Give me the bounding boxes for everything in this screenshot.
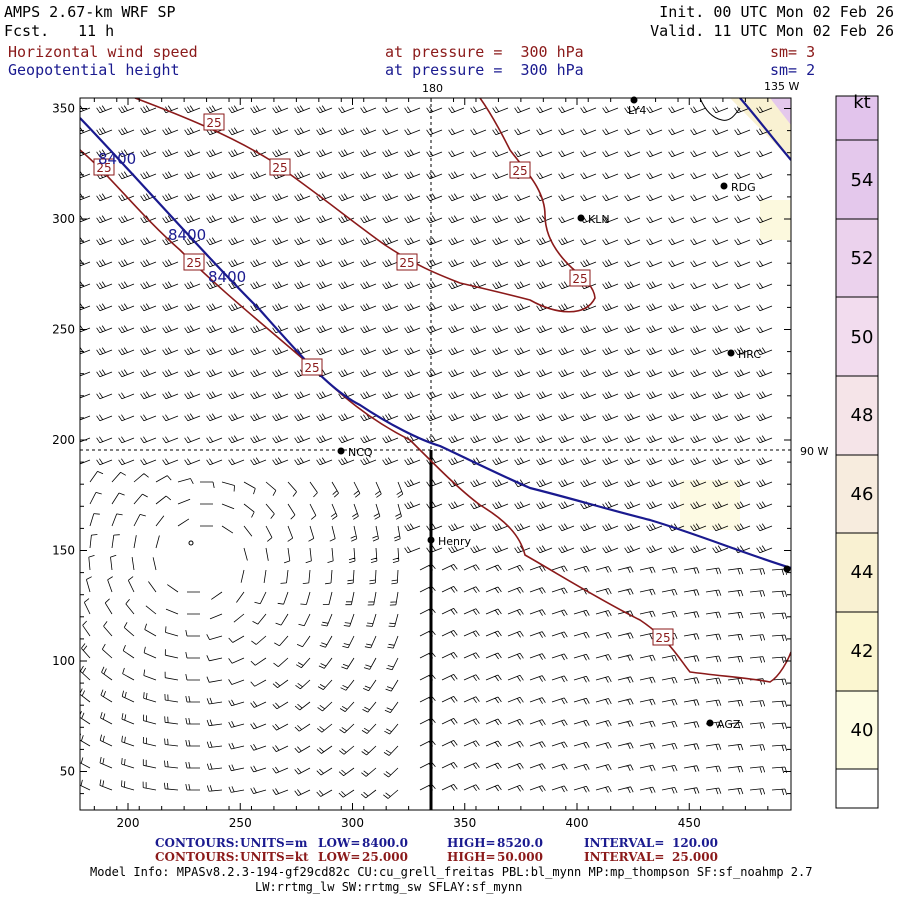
model-info-line2: LW:rrtmg_lw SW:rrtmg_sw SFLAY:sf_mynn (255, 880, 523, 894)
station-kln: KLN (588, 213, 610, 226)
station-hrc: HRC (738, 348, 761, 361)
speed-label: 25 (399, 256, 414, 270)
field-height-level: at pressure = 300 hPa (385, 61, 584, 79)
colorbar-tick-label: 52 (851, 248, 874, 269)
y-tick-label: 100 (52, 654, 75, 668)
x-tick-label: 350 (453, 816, 476, 830)
colorbar-swatch (836, 455, 878, 533)
field-height-name: Geopotential height (8, 61, 180, 79)
colorbar: kt 54 52 50 48 46 44 42 40 (835, 92, 879, 809)
meridian-90w-label: 90 W (800, 445, 828, 458)
colorbar-swatch (836, 533, 878, 612)
init-time: Init. 00 UTC Mon 02 Feb 26 (659, 3, 894, 21)
y-axis: 350 300 250 200 150 100 50 (52, 102, 791, 795)
speed-contours (80, 98, 791, 683)
x-tick-label: 450 (678, 816, 701, 830)
y-tick-label: 150 (52, 544, 75, 558)
speed-label: 25 (304, 361, 319, 375)
station-agz: AGZ (717, 718, 741, 731)
wind-barbs (80, 105, 788, 799)
height-contour-labels: 8400 8400 8400 (98, 150, 246, 286)
field-wind-level: at pressure = 300 hPa (385, 43, 584, 61)
y-tick-label: 300 (52, 212, 75, 226)
colorbar-tick-label: 42 (851, 641, 874, 662)
colorbar-tick-label: 44 (851, 562, 874, 583)
colorbar-swatch (836, 612, 878, 691)
speed-label: 25 (272, 161, 287, 175)
colorbar-swatch (836, 691, 878, 769)
speed-contour-labels: 25 25 25 25 25 25 25 25 25 (93, 113, 674, 646)
speed-shading (680, 98, 791, 530)
forecast-hours: 11 h (78, 22, 115, 40)
colorbar-swatch (836, 769, 878, 808)
x-tick-label: 250 (229, 816, 252, 830)
field-wind-name: Horizontal wind speed (8, 43, 198, 61)
y-tick-label: 250 (52, 323, 75, 337)
x-axis: 200 250 300 350 400 450 (93, 98, 769, 830)
colorbar-tick-label: 40 (851, 720, 874, 741)
colorbar-unit: kt (853, 92, 870, 113)
stations: RDG KLN HRC NCQ Henry AGZ LY4 (188, 96, 791, 731)
colorbar-swatch (836, 297, 878, 376)
colorbar-swatch (836, 376, 878, 455)
speed-label: 25 (186, 256, 201, 270)
x-tick-label: 300 (341, 816, 364, 830)
height-label: 8400 (208, 268, 246, 286)
wind-barb-field (80, 105, 788, 799)
colorbar-tick-label: 50 (851, 327, 874, 348)
colorbar-swatch (836, 219, 878, 297)
speed-label: 25 (572, 272, 587, 286)
map-frame (79, 97, 792, 811)
colorbar-tick-label: 48 (851, 405, 874, 426)
meridian-180-label: 180 (422, 82, 443, 95)
forecast-label: Fcst. (4, 22, 50, 40)
station-rdg: RDG (731, 181, 756, 194)
station-henry: Henry (438, 535, 472, 548)
height-contours (80, 98, 791, 570)
x-tick-label: 200 (117, 816, 140, 830)
colorbar-tick-label: 46 (851, 484, 874, 505)
field-height-smoothing: sm= 2 (770, 61, 816, 79)
speed-label: 25 (206, 116, 221, 130)
height-label: 8400 (168, 226, 206, 244)
speed-label: 25 (512, 164, 527, 178)
field-wind-smoothing: sm= 3 (770, 43, 816, 61)
station-ncq: NCQ (348, 446, 373, 459)
speed-label: 25 (96, 161, 111, 175)
graticule (80, 98, 791, 451)
coastline (699, 98, 790, 121)
x-tick-label: 400 (566, 816, 589, 830)
y-tick-label: 200 (52, 433, 75, 447)
colorbar-swatch (836, 96, 878, 140)
y-tick-label: 50 (60, 765, 75, 779)
colorbar-swatch (836, 140, 878, 219)
y-tick-label: 350 (52, 102, 75, 116)
meridian-135w-label: 135 W (764, 80, 799, 93)
model-info-line1: Model Info: MPASv8.2.3-194-gf29cd82c CU:… (90, 865, 813, 879)
valid-time: Valid. 11 UTC Mon 02 Feb 26 (650, 22, 894, 40)
colorbar-tick-label: 54 (851, 170, 874, 191)
speed-label: 25 (655, 631, 670, 645)
model-title: AMPS 2.67-km WRF SP (4, 3, 176, 21)
height-label: 8400 (98, 150, 136, 168)
station-ly4: LY4 (628, 104, 646, 117)
